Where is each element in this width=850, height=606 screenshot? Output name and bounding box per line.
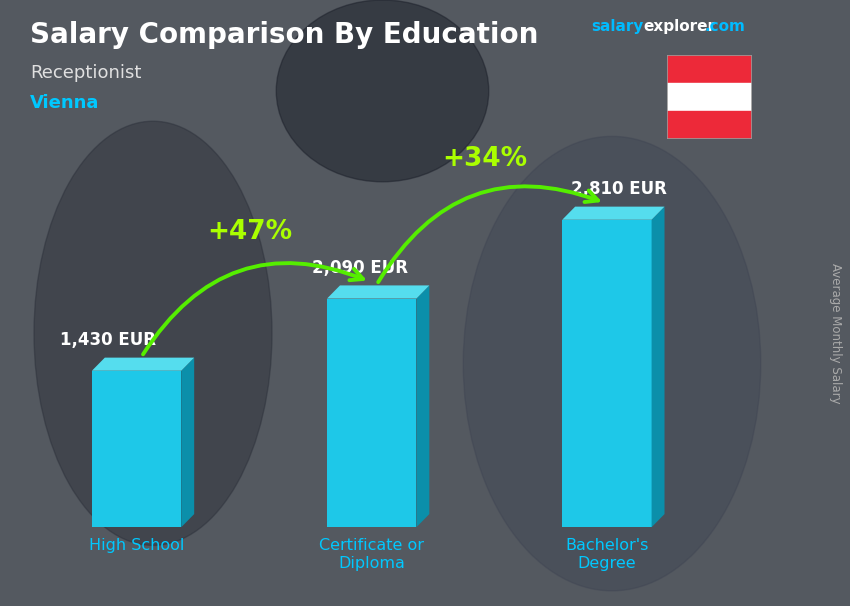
- Text: 1,430 EUR: 1,430 EUR: [60, 331, 156, 349]
- Bar: [667, 55, 752, 83]
- Text: Vienna: Vienna: [30, 94, 99, 112]
- Ellipse shape: [34, 121, 272, 545]
- Text: .com: .com: [705, 19, 745, 35]
- Text: 2,810 EUR: 2,810 EUR: [570, 180, 666, 198]
- Bar: [667, 111, 752, 139]
- Polygon shape: [652, 207, 665, 527]
- Bar: [92, 371, 181, 527]
- Polygon shape: [92, 358, 194, 371]
- Text: Average Monthly Salary: Average Monthly Salary: [829, 263, 842, 404]
- Polygon shape: [327, 285, 429, 299]
- Bar: [327, 299, 416, 527]
- Text: 2,090 EUR: 2,090 EUR: [312, 259, 408, 277]
- Text: +47%: +47%: [207, 219, 292, 245]
- Bar: [562, 220, 652, 527]
- Text: +34%: +34%: [442, 146, 528, 172]
- Polygon shape: [181, 358, 194, 527]
- Text: explorer: explorer: [643, 19, 716, 35]
- Text: salary: salary: [591, 19, 643, 35]
- FancyArrowPatch shape: [143, 263, 363, 355]
- Polygon shape: [416, 285, 429, 527]
- FancyArrowPatch shape: [378, 186, 598, 282]
- Ellipse shape: [463, 136, 761, 591]
- Text: Salary Comparison By Education: Salary Comparison By Education: [30, 21, 538, 49]
- Bar: [667, 83, 752, 111]
- Ellipse shape: [276, 0, 489, 182]
- Polygon shape: [562, 207, 665, 220]
- Text: Receptionist: Receptionist: [30, 64, 141, 82]
